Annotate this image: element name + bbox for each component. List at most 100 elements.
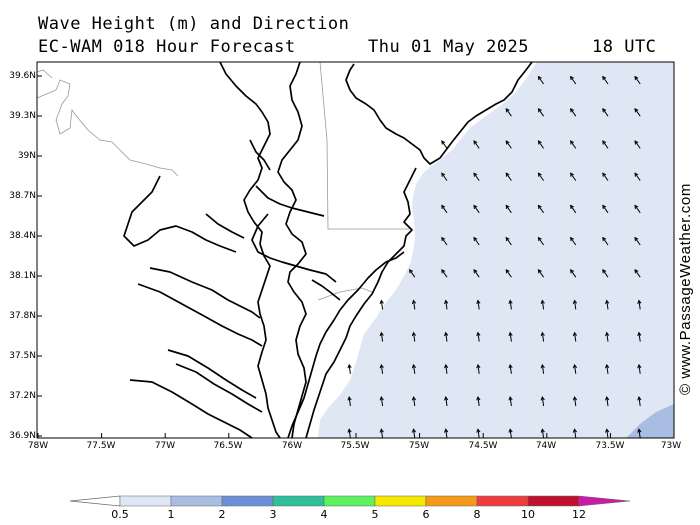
state-borders [36,61,411,301]
wave-arrow [509,364,512,374]
wave-arrow [477,332,480,342]
wave-arrow-head [508,428,513,433]
wave-arrow-head [602,172,607,177]
lat-label: 38.7N [9,191,36,201]
wave-arrow-head [505,140,510,145]
wave-arrow-head [572,363,578,369]
wave-arrow [441,269,448,278]
wave-arrow [538,108,545,117]
wave-arrow-head [441,172,446,177]
wave-arrow [570,108,577,117]
wave-arrow-head [637,363,642,369]
wave-arrow [477,300,480,310]
wave-arrow [541,332,545,342]
colorbar-high-cap [578,495,631,507]
wave-arrow-head [473,140,478,145]
wave-arrow [473,205,480,214]
wave-arrow-head [444,396,449,401]
wave-arrow [638,429,641,439]
wave-arrow [634,76,641,85]
wave-arrow [574,397,577,407]
wave-arrow [638,397,641,407]
wave-arrow [602,140,609,149]
wave-arrow-head [347,363,352,369]
wave-arrow [348,364,351,374]
wave-arrow [602,172,609,181]
lat-label: 37.2N [9,391,36,401]
wave-arrow [441,140,448,149]
lon-label: 74.5W [468,441,498,451]
wave-arrow-head [441,140,446,145]
wave-arrow-head [602,204,607,209]
wave-arrow-head [634,75,639,81]
wave-arrow [445,332,448,342]
wave-arrow-head [540,396,545,401]
lon-label: 75W [408,441,430,451]
wave-arrow [380,429,384,439]
colorbar-segment-3 [221,495,274,507]
wave-arrow [538,269,545,278]
wave-arrow [473,140,480,149]
wave-arrow-head [411,299,417,304]
wave-arrow [509,429,512,439]
wave-arrow-head [605,299,610,304]
colorbar-label: 12 [572,508,586,521]
wave-arrow [570,76,577,85]
wave-arrow-head [572,299,578,304]
wave-arrow [570,269,577,278]
wave-arrow [477,429,480,439]
wave-arrow-head [570,140,574,145]
wave-arrow-head [537,107,542,113]
wave-arrow [441,172,448,181]
wave-arrow-head [634,140,639,145]
lon-label: 73.5W [595,441,625,451]
wave-arrow-head [444,331,449,337]
wave-arrow [538,76,545,85]
wave-arrow-head [508,299,513,304]
colorbar-segment-9 [527,495,580,507]
wave-arrow-head [602,75,607,81]
lat-label: 38.4N [9,231,36,241]
wave-arrow-head [537,75,542,81]
lon-label: 74W [535,441,557,451]
colorbar-segment-8 [476,495,529,507]
wave-arrow-head [637,396,642,401]
wave-arrow-head [411,331,417,337]
wave-arrow [413,397,416,407]
lon-label: 73W [660,441,682,451]
wave-arrow-head [379,331,384,337]
colorbar-segment-5 [323,495,376,507]
wave-arrow-head [444,363,449,369]
wave-arrow [477,397,480,407]
map-title: Wave Height (m) and Direction [38,14,350,34]
wave-arrow [413,364,416,374]
wave-arrow [538,205,545,214]
wave-arrow-head [537,204,542,209]
wave-arrow [505,172,512,181]
wave-arrow-head [379,299,384,304]
wave-arrow-head [411,363,417,369]
wave-arrow-head [634,172,639,177]
wave-arrow-head [411,428,417,433]
wave-arrow-head [605,428,610,433]
wave-arrow-head [602,236,607,242]
wave-arrow [541,300,545,310]
wave-arrow [606,429,609,439]
wave-arrow [505,108,512,117]
wave-arrow-head [570,268,574,274]
coastline [123,61,533,439]
wave-arrow-head [505,172,510,177]
wave-arrow [413,300,416,310]
wave-arrow-head [634,236,639,242]
wave-arrow-head [508,331,513,337]
wave-arrow-head [473,268,478,274]
wave-arrow-head [537,268,542,274]
colorbar-segment-6 [374,495,427,507]
lat-label: 39N [17,151,36,161]
wave-arrow [602,269,609,278]
wave-arrow-head [444,428,449,433]
wave-arrow [509,300,512,310]
wave-arrow [602,237,609,246]
wave-arrow [634,205,641,214]
copyright-credit: © www.PassageWeather.com [677,183,694,395]
